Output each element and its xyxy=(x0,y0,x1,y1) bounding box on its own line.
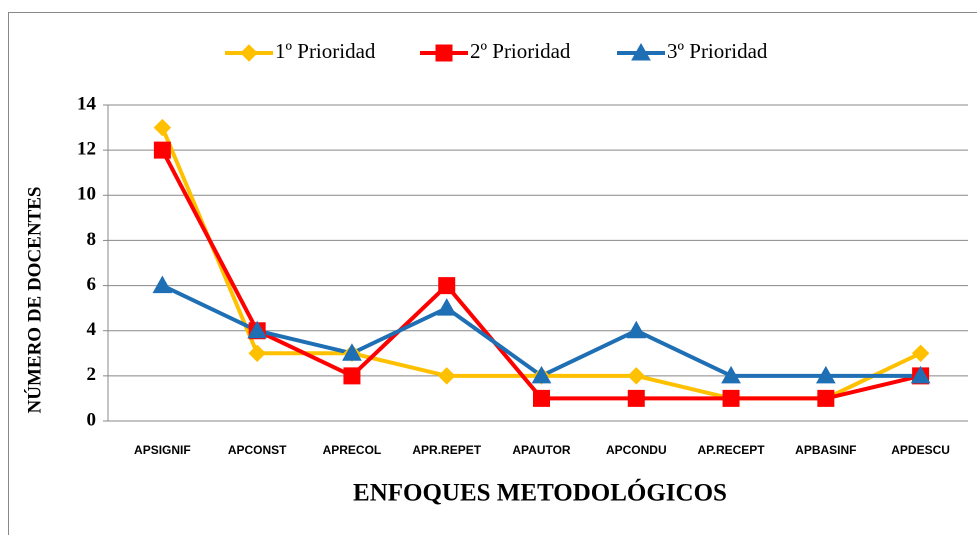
series-line xyxy=(160,126,922,401)
y-tick-label: 0 xyxy=(87,409,97,430)
data-point xyxy=(343,367,361,385)
data-point xyxy=(531,365,552,384)
y-tick-label: 4 xyxy=(87,319,97,340)
legend-marker xyxy=(631,42,651,61)
data-point xyxy=(721,365,741,384)
y-tick-label: 8 xyxy=(87,229,97,250)
data-point xyxy=(817,389,835,407)
data-point xyxy=(153,118,172,137)
y-tick-label: 6 xyxy=(87,274,97,295)
legend-label: 2º Prioridad xyxy=(470,39,571,63)
data-point xyxy=(722,389,740,407)
y-tick-label: 14 xyxy=(77,93,97,114)
x-tick-label: AP.RECEPT xyxy=(697,443,765,457)
data-point xyxy=(152,275,173,294)
data-point xyxy=(153,141,171,159)
series-line xyxy=(160,149,922,401)
data-point xyxy=(438,277,456,295)
y-tick-label: 12 xyxy=(77,139,96,160)
data-point xyxy=(815,365,836,384)
legend-label: 3º Prioridad xyxy=(667,39,768,63)
x-tick-label: APRECOL xyxy=(323,443,382,457)
x-tick-label: APAUTOR xyxy=(512,443,571,457)
data-point xyxy=(627,367,645,385)
chart-frame xyxy=(8,12,977,535)
x-axis-title: ENFOQUES METODOLÓGICOS xyxy=(353,479,727,507)
data-point xyxy=(438,367,456,385)
y-tick-label: 2 xyxy=(87,364,97,385)
x-tick-label: APSIGNIF xyxy=(134,443,191,457)
data-point xyxy=(626,320,647,339)
data-point xyxy=(248,344,266,362)
y-tick-label: 10 xyxy=(77,184,96,205)
data-point xyxy=(911,344,930,362)
legend-marker xyxy=(435,44,453,62)
x-tick-label: APDESCU xyxy=(891,443,950,457)
legend-label: 1º Prioridad xyxy=(275,39,376,63)
data-point xyxy=(436,298,457,316)
x-tick-label: APBASINF xyxy=(795,443,856,457)
x-tick-label: APR.REPET xyxy=(412,443,481,457)
y-axis-title: NÚMERO DE DOCENTES xyxy=(23,187,45,414)
data-point xyxy=(342,343,362,361)
data-point xyxy=(910,365,931,384)
data-point xyxy=(533,389,550,407)
data-point xyxy=(247,320,268,339)
legend-marker xyxy=(240,44,258,62)
data-point xyxy=(627,389,645,407)
x-tick-label: APCONDU xyxy=(606,443,667,457)
x-tick-label: APCONST xyxy=(228,443,287,457)
